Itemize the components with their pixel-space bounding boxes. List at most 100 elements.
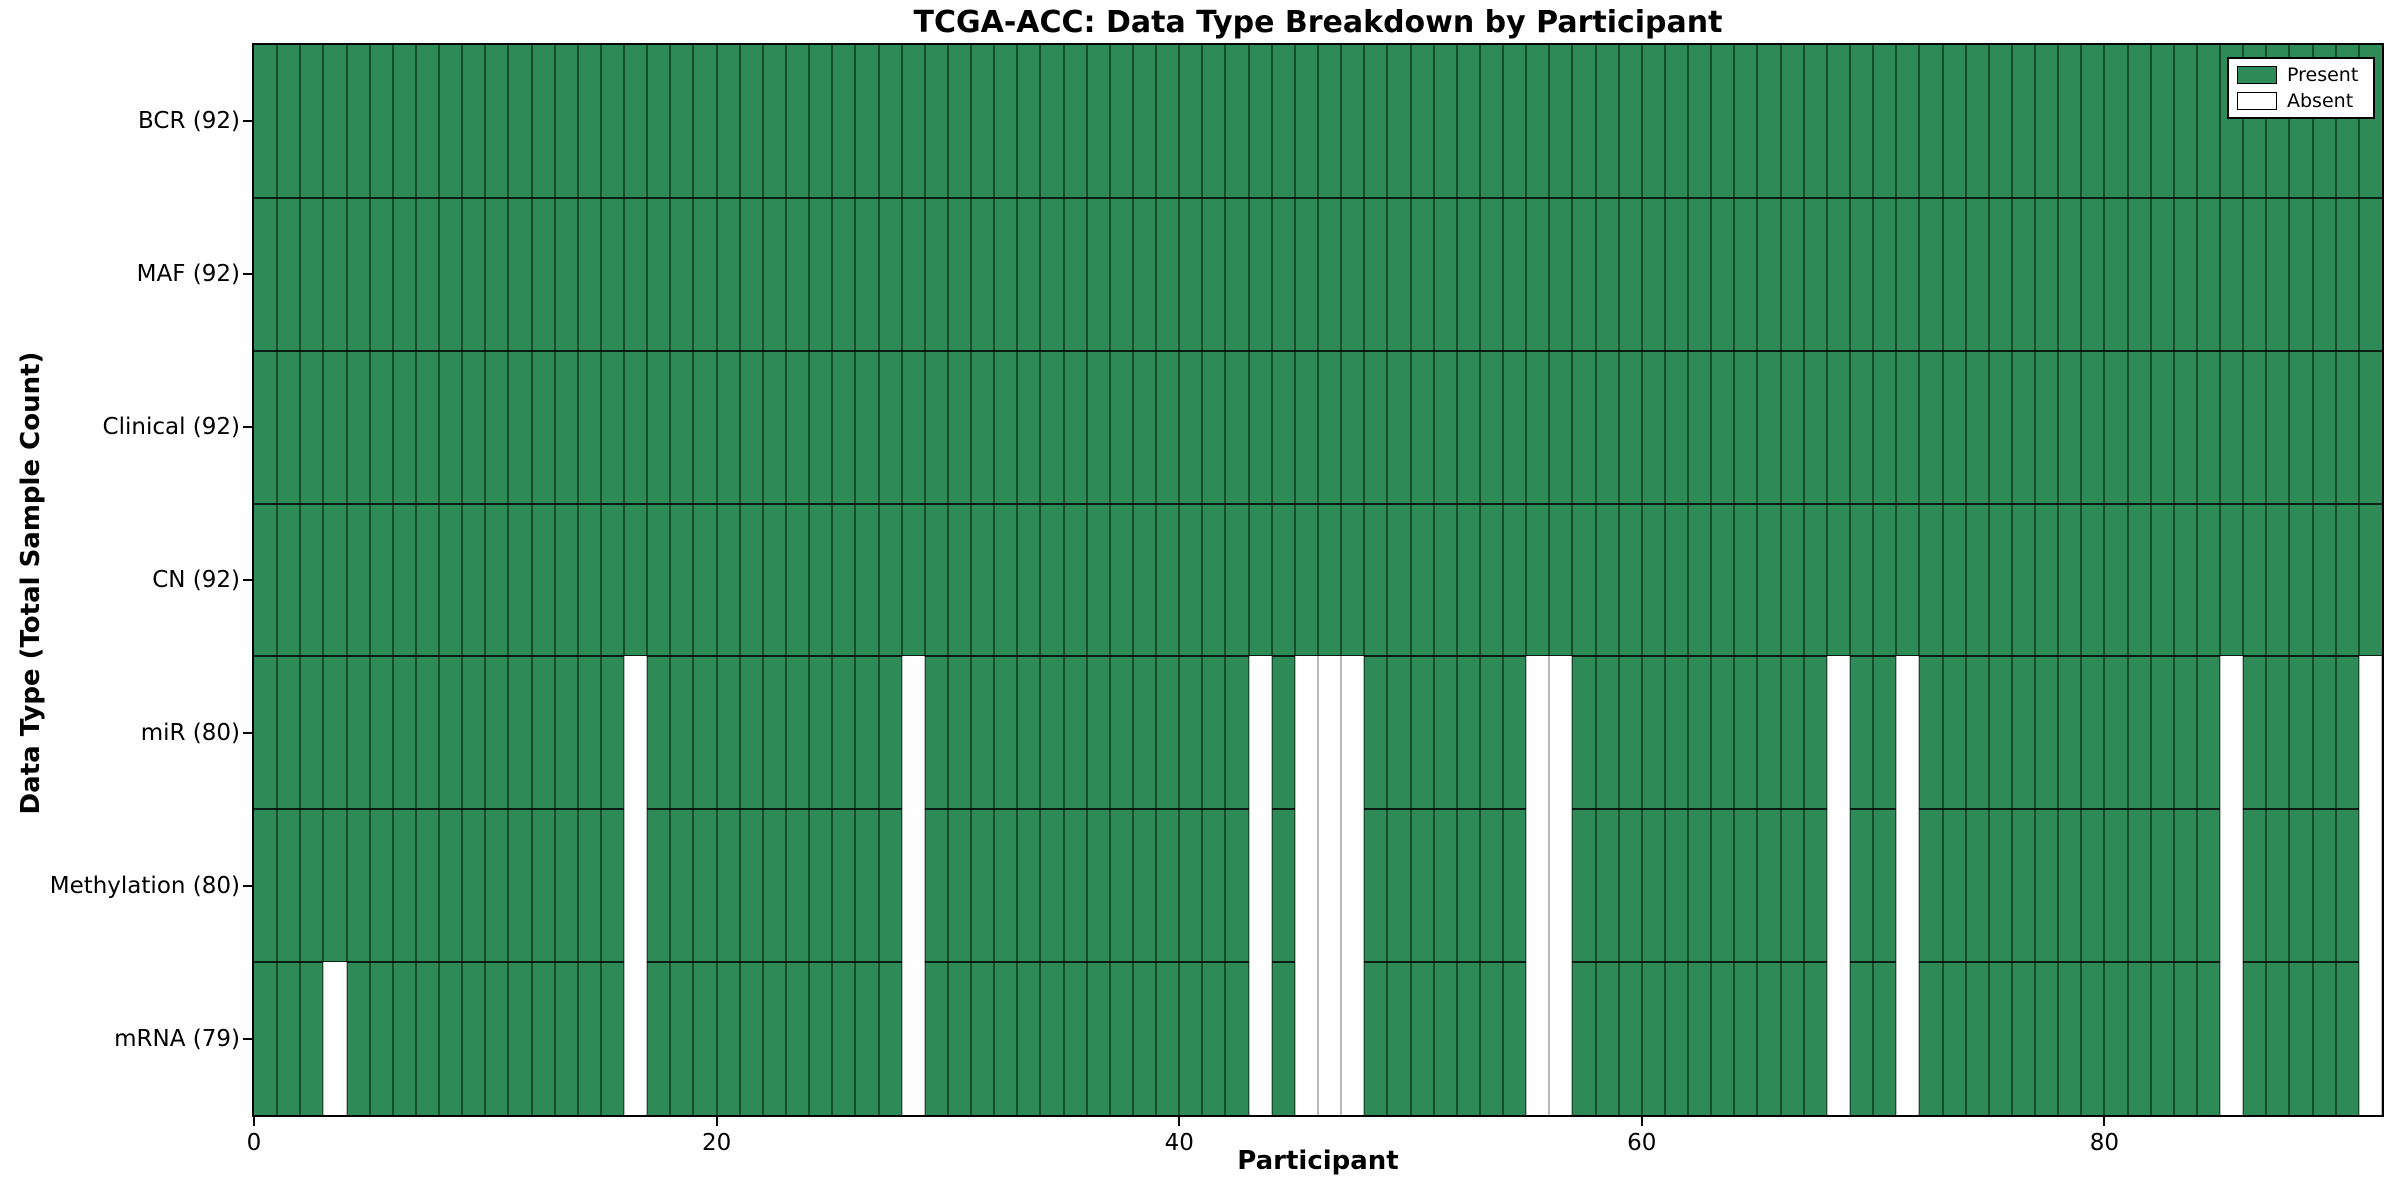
- absent-cell: [901, 809, 925, 963]
- bar-column-edge: [1987, 45, 1990, 1115]
- bar-column-edge: [2172, 45, 2175, 1115]
- absent-cell: [1526, 809, 1550, 963]
- bar-column-edge: [1571, 45, 1574, 1115]
- bar-column-edge: [1178, 45, 1181, 1115]
- bar-column-edge: [1409, 45, 1412, 1115]
- bar-column-edge: [1108, 45, 1111, 1115]
- bar-column-edge: [1640, 45, 1643, 1115]
- y-tick-label: mRNA (79): [114, 1025, 240, 1052]
- bar-column-edge: [1155, 45, 1158, 1115]
- bar-column-edge: [1895, 45, 1898, 1115]
- bar-column-edge: [530, 45, 533, 1115]
- y-tick-label: CN (92): [152, 567, 240, 593]
- y-tick-label: miR (80): [140, 719, 240, 746]
- bar-column-edge: [1710, 45, 1713, 1115]
- x-tick: [253, 1117, 255, 1126]
- bar-column-edge: [368, 45, 371, 1115]
- absent-swatch: [2237, 92, 2277, 110]
- absent-cell: [1549, 656, 1573, 810]
- bar-column-edge: [1270, 45, 1273, 1115]
- bar-column-edge: [2149, 45, 2152, 1115]
- bar-column-edge: [553, 45, 556, 1115]
- absent-cell: [1526, 962, 1550, 1115]
- absent-cell: [1248, 656, 1272, 810]
- y-tick: [243, 120, 252, 123]
- absent-cell: [1341, 962, 1365, 1115]
- y-tick: [243, 1037, 252, 1040]
- absent-label: Absent: [2287, 90, 2354, 112]
- y-tick-label: BCR (92): [138, 108, 240, 135]
- bar-column-edge: [345, 45, 348, 1115]
- absent-cell: [1896, 809, 1920, 963]
- bar-column-edge: [1478, 45, 1481, 1115]
- bar-column-edge: [414, 45, 417, 1115]
- bar-column-edge: [2288, 45, 2291, 1115]
- bar-column-edge: [1016, 45, 1019, 1115]
- absent-cell: [624, 809, 648, 963]
- bar-column-edge: [484, 45, 487, 1115]
- absent-cell: [1549, 809, 1573, 963]
- row-divider: [254, 502, 2382, 505]
- x-tick-label: 80: [2089, 1130, 2120, 1156]
- bar-column-edge: [1825, 45, 1828, 1115]
- bar-column-edge: [946, 45, 949, 1115]
- bar-column-edge: [1663, 45, 1666, 1115]
- bar-column-edge: [761, 45, 764, 1115]
- absent-cell: [901, 656, 925, 810]
- bar-column-edge: [877, 45, 880, 1115]
- y-tick-label: MAF (92): [136, 261, 240, 288]
- bar-column-edge: [993, 45, 996, 1115]
- bar-column-edge: [900, 45, 903, 1115]
- bar-column-edge: [1062, 45, 1065, 1115]
- bar-column-edge: [1802, 45, 1805, 1115]
- bar-column-edge: [2126, 45, 2129, 1115]
- x-tick: [1178, 1117, 1181, 1126]
- absent-cell: [1318, 962, 1342, 1115]
- plot-area: [252, 43, 2384, 1117]
- absent-cell: [2358, 809, 2382, 963]
- bar-column-edge: [692, 45, 695, 1115]
- absent-cell: [1341, 656, 1365, 810]
- bar-column-edge: [854, 45, 857, 1115]
- bar-column-edge: [1941, 45, 1944, 1115]
- row-divider: [254, 196, 2382, 199]
- bar-column-edge: [2057, 45, 2060, 1115]
- bar-column-edge: [970, 45, 973, 1115]
- absent-cell: [2220, 962, 2244, 1115]
- bar-column-edge: [276, 45, 279, 1115]
- bar-column-edge: [1525, 45, 1528, 1115]
- bar-column-edge: [2103, 45, 2106, 1115]
- bar-column-edge: [2357, 45, 2360, 1115]
- absent-cell: [624, 656, 648, 810]
- bar-column-edge: [1594, 45, 1597, 1115]
- row-divider: [254, 349, 2382, 352]
- x-tick-label: 20: [701, 1130, 732, 1156]
- bar-column-edge: [831, 45, 834, 1115]
- bar-column-edge: [1317, 45, 1319, 1115]
- absent-cell: [901, 962, 925, 1115]
- x-tick: [1640, 1117, 1643, 1126]
- legend: Present Absent: [2227, 57, 2375, 119]
- x-axis-label: Participant: [1237, 1146, 1399, 1176]
- bar-column-edge: [1386, 45, 1389, 1115]
- absent-cell: [1248, 809, 1272, 963]
- bar-column-edge: [646, 45, 649, 1115]
- bar-column-edge: [1918, 45, 1921, 1115]
- bar-column-edge: [1617, 45, 1620, 1115]
- x-tick: [715, 1117, 718, 1126]
- absent-cell: [2358, 656, 2382, 810]
- present-label: Present: [2287, 64, 2359, 86]
- bar-column-edge: [1363, 45, 1366, 1115]
- absent-cell: [1294, 809, 1318, 963]
- y-tick: [243, 579, 252, 581]
- bar-column-edge: [299, 45, 302, 1115]
- absent-cell: [1318, 809, 1342, 963]
- bar-column-edge: [2265, 45, 2268, 1115]
- bar-column-edge: [2334, 45, 2337, 1115]
- bar-column-edge: [1432, 45, 1435, 1115]
- y-tick: [243, 884, 252, 887]
- bar-column-edge: [2080, 45, 2083, 1115]
- bar-column-edge: [738, 45, 741, 1115]
- x-tick-label: 60: [1627, 1130, 1657, 1156]
